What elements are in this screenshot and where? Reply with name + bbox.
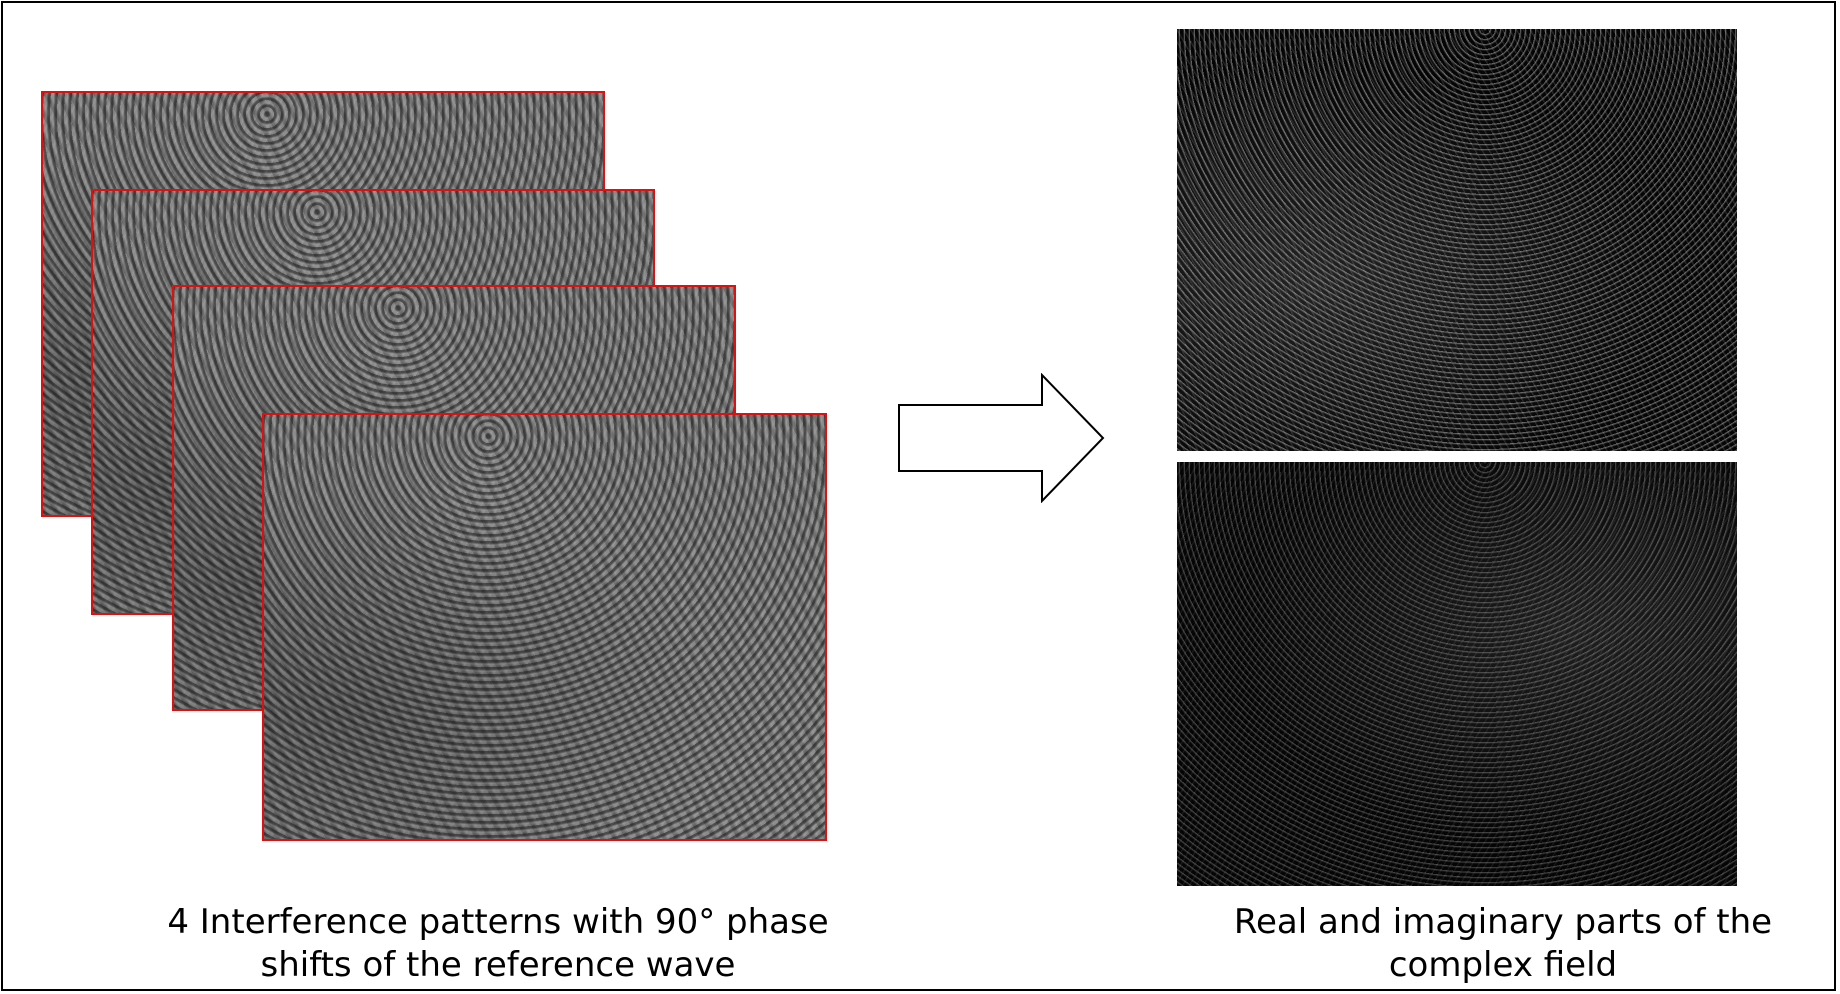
interference-pattern-4: [262, 413, 827, 841]
imaginary-part-image: [1177, 462, 1737, 886]
left-caption: 4 Interference patterns with 90° phase s…: [113, 901, 883, 987]
right-caption-line-2: complex field: [1388, 945, 1618, 985]
real-part-image: [1177, 29, 1737, 451]
right-caption-line-1: Real and imaginary parts of the: [1233, 902, 1773, 942]
right-arrow-icon: [898, 373, 1105, 503]
left-caption-line-2: shifts of the reference wave: [260, 945, 736, 985]
left-caption-line-1: 4 Interference patterns with 90° phase: [167, 902, 829, 942]
right-caption: Real and imaginary parts of the complex …: [1173, 901, 1833, 987]
